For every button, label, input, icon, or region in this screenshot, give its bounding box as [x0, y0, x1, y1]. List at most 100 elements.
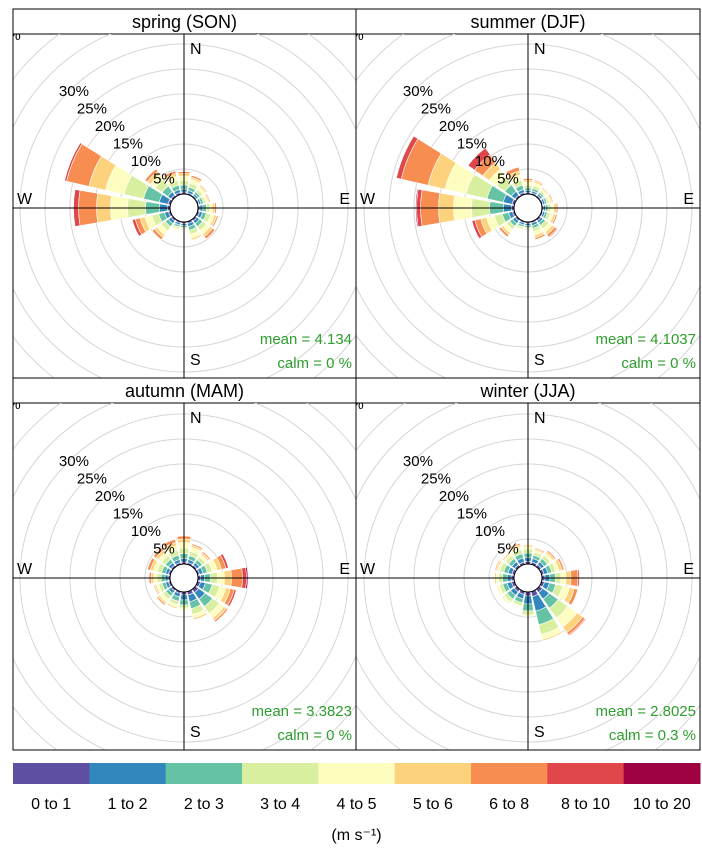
compass-e: E — [339, 191, 350, 208]
calm-label: calm = 0.3 % — [609, 727, 696, 744]
panel-0: spring (SON) N E S W 5%10%15%20%25%30%% mean =… — [7, 8, 357, 379]
petal-WNW-6 — [147, 557, 156, 571]
panel-title: spring (SON) — [132, 12, 237, 32]
legend-swatch — [547, 763, 625, 784]
ring-label: 5% — [497, 541, 519, 558]
petal-NNW-6 — [508, 543, 521, 550]
ring-label: 25% — [421, 471, 451, 488]
legend-swatch — [89, 763, 167, 784]
calm-circle — [169, 193, 199, 223]
panel-header — [12, 8, 357, 35]
ring-label: 20% — [439, 488, 469, 505]
polar-plot: N E S W 5%10%15%20%25%30%% — [7, 396, 356, 750]
panel-header — [355, 8, 701, 35]
petal-NNW-6 — [162, 539, 177, 548]
petal-SSW-4 — [171, 225, 180, 232]
ring-label: 10% — [131, 523, 161, 540]
compass-e: E — [683, 561, 694, 578]
ring-label: 25% — [77, 101, 107, 118]
unit-symbol: % — [7, 27, 20, 44]
petal-NE-6 — [201, 551, 211, 561]
legend-label: 8 to 10 — [561, 796, 610, 813]
legend-swatch — [242, 763, 319, 784]
ring-label: 15% — [113, 506, 143, 523]
compass-w: W — [360, 561, 376, 578]
legend-swatch — [13, 763, 90, 784]
petal-ENE-6 — [557, 557, 565, 571]
petal-ENE-6 — [548, 193, 554, 203]
ring-label: 20% — [439, 118, 469, 135]
petal-ESE-6 — [211, 215, 219, 228]
ring-label: 30% — [403, 83, 433, 100]
ring-label: 15% — [457, 506, 487, 523]
petal-SW-5 — [501, 595, 511, 605]
calm-circle — [513, 563, 543, 593]
petal-SE-7 — [568, 618, 587, 637]
mean-label: mean = 4.134 — [260, 331, 352, 348]
petal-SW-6 — [498, 226, 510, 238]
panel-frame — [355, 377, 701, 751]
legend-label: 2 to 3 — [184, 796, 224, 813]
ring-label: 25% — [77, 471, 107, 488]
unit-symbol: % — [7, 396, 20, 413]
compass-e: E — [683, 191, 694, 208]
petal-NW-7 — [467, 147, 491, 171]
ring-label: 5% — [497, 171, 519, 188]
petal-W-8 — [415, 188, 419, 228]
petal-NNW-6 — [163, 170, 177, 179]
speed-legend: 0 to 1 1 to 2 2 to 3 3 to 4 4 to 5 5 to 6 6 to… — [13, 763, 701, 844]
petal-NW-5 — [501, 551, 512, 562]
ring-label: 30% — [403, 453, 433, 470]
petal-SSE-5 — [190, 233, 202, 241]
petal-SSW-4 — [511, 601, 523, 608]
petal-SW-6 — [156, 596, 166, 606]
panel-title: winter (JJA) — [479, 381, 575, 401]
polar-plot: N E S W 5%10%15%20%25%30%% — [7, 27, 356, 378]
calm-label: calm = 0 % — [277, 727, 352, 744]
legend-swatch — [165, 763, 243, 784]
compass-e: E — [339, 561, 350, 578]
petal-SE-7 — [548, 228, 559, 239]
petal-NNW-6 — [505, 166, 520, 177]
petal-SSW-4 — [515, 225, 524, 231]
petal-ESE-6 — [551, 213, 558, 225]
petal-NNE-6 — [190, 174, 203, 182]
petal-NE-6 — [199, 184, 208, 193]
panel-3: winter (JJA) N E S W 5%10%15%20%25%30%% mean =… — [355, 377, 701, 751]
compass-w: W — [360, 191, 376, 208]
legend-swatch — [471, 763, 548, 784]
panel-2: autumn (MAM) N E S W 5%10%15%20%25%30%% mean =… — [7, 377, 357, 751]
compass-n: N — [534, 410, 546, 427]
polar-plot: N E S W 5%10%15%20%25%30%% — [356, 34, 700, 378]
petal-SSE-6 — [534, 233, 546, 241]
petal-SSW-5 — [166, 602, 178, 610]
mean-label: mean = 3.3823 — [252, 703, 353, 720]
compass-s: S — [190, 352, 201, 369]
petal-WSW-6 — [153, 584, 160, 595]
calm-label: calm = 0 % — [621, 355, 696, 372]
petal-SE-6 — [213, 607, 229, 623]
petal-ESE-6 — [567, 588, 579, 606]
petal-ESE-7 — [227, 589, 237, 607]
petal-NNE-6 — [533, 179, 544, 185]
compass-n: N — [190, 410, 202, 427]
ring-label: 10% — [475, 523, 505, 540]
ring-label: 10% — [131, 153, 161, 170]
petal-NW-6 — [144, 168, 159, 183]
compass-s: S — [190, 724, 201, 741]
petal-WNW-6 — [494, 559, 501, 572]
compass-n: N — [190, 41, 202, 58]
petal-WNW-7 — [396, 135, 419, 180]
petal-WNW-7 — [64, 142, 83, 182]
petal-WSW-5 — [495, 584, 502, 596]
compass-s: S — [534, 724, 545, 741]
legend-label: 6 to 8 — [489, 796, 529, 813]
ring-label: 20% — [95, 118, 125, 135]
compass-n: N — [534, 41, 546, 58]
ring-label: 15% — [457, 136, 487, 153]
ring-label: 25% — [421, 101, 451, 118]
petal-ENE-6 — [205, 193, 211, 203]
ring-label: 30% — [59, 453, 89, 470]
